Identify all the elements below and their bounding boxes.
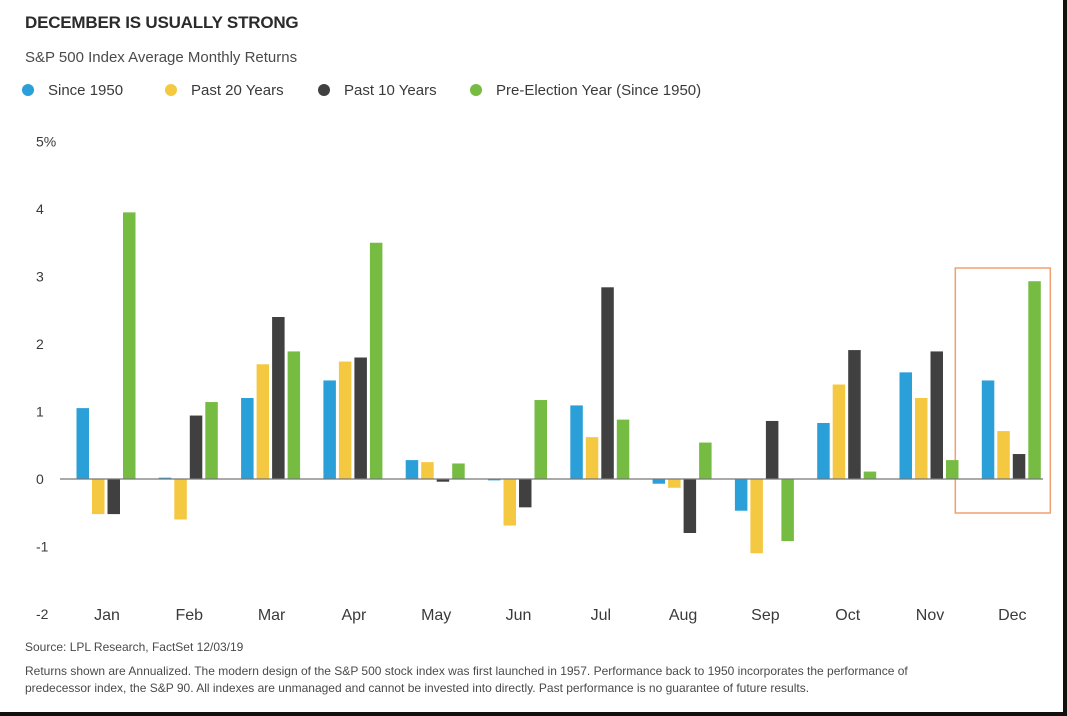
bar	[817, 422, 830, 479]
bar	[585, 437, 599, 479]
bar	[946, 460, 959, 479]
bar	[452, 463, 465, 479]
bar	[189, 415, 203, 479]
bar	[848, 350, 861, 479]
y-tick-label: -2	[36, 606, 49, 622]
x-tick-label: Feb	[176, 607, 204, 624]
bar	[369, 242, 383, 479]
bar	[750, 479, 763, 554]
legend-label: Pre-Election Year (Since 1950)	[496, 82, 702, 99]
bar	[534, 400, 547, 479]
bar	[997, 431, 1010, 479]
bar	[1012, 454, 1026, 479]
y-tick-label: 2	[36, 336, 44, 352]
chart-title: DECEMBER IS USUALLY STRONG	[25, 13, 299, 32]
legend-swatch	[22, 84, 34, 96]
x-tick-label: Mar	[258, 607, 286, 624]
legend-item: Since 1950	[22, 82, 123, 99]
chart-subtitle: S&P 500 Index Average Monthly Returns	[25, 49, 298, 66]
x-tick-label: Dec	[998, 607, 1026, 624]
bar	[1028, 281, 1041, 479]
bar	[601, 287, 614, 479]
bar	[503, 479, 516, 526]
bar	[488, 479, 501, 481]
bar	[832, 384, 846, 479]
x-tick-label: Nov	[916, 607, 944, 624]
legend-swatch	[165, 84, 177, 96]
december-highlight-box	[954, 267, 1052, 514]
x-tick-label: Aug	[669, 607, 697, 624]
legend-label: Since 1950	[48, 82, 124, 99]
bar	[107, 479, 120, 515]
bar	[699, 442, 712, 479]
bar	[123, 212, 136, 479]
legend-swatch	[470, 84, 482, 96]
legend-label: Past 20 Years	[191, 82, 284, 99]
bar	[323, 380, 336, 479]
legend-item: Past 20 Years	[165, 82, 284, 99]
bar	[405, 460, 419, 479]
y-tick-label: 0	[36, 471, 44, 487]
bar	[421, 462, 434, 479]
bar	[354, 357, 367, 479]
source-note: Source: LPL Research, FactSet 12/03/19	[25, 640, 244, 654]
bar	[668, 479, 681, 488]
bar	[616, 419, 630, 479]
y-tick-label: 5%	[36, 134, 56, 150]
bar	[256, 364, 270, 479]
y-tick-label: -1	[36, 539, 49, 555]
bar	[899, 372, 912, 479]
bar	[652, 479, 666, 484]
legend-label: Past 10 Years	[344, 82, 437, 99]
bar	[76, 408, 89, 479]
bar	[734, 479, 748, 511]
y-tick-label: 4	[36, 201, 44, 217]
bar	[241, 398, 254, 479]
bar	[92, 479, 105, 515]
bar	[174, 479, 187, 520]
bar	[930, 351, 943, 479]
bar	[519, 479, 532, 508]
bar	[863, 471, 877, 479]
bar	[205, 402, 218, 479]
bar	[436, 479, 450, 482]
bar	[338, 361, 352, 479]
x-tick-label: Oct	[835, 607, 860, 624]
y-tick-label: 3	[36, 269, 44, 285]
bar	[915, 398, 928, 479]
disclaimer-note: Returns shown are Annualized. The modern…	[25, 664, 908, 695]
x-tick-label: Jan	[94, 607, 120, 624]
bar	[272, 317, 285, 479]
x-tick-label: Sep	[751, 607, 780, 624]
bar	[765, 420, 779, 479]
bar	[981, 380, 995, 479]
bar-chart: -2 -1 0 1 2 3 4 5% Jan Feb Mar Apr May Jun Jul Aug Sep Oc…	[36, 134, 1052, 624]
legend-item: Past 10 Years	[318, 82, 437, 99]
x-tick-label: Jun	[506, 607, 532, 624]
x-tick-label: May	[421, 607, 451, 624]
bar	[158, 477, 172, 479]
bar	[683, 479, 697, 533]
y-tick-label: 1	[36, 404, 44, 420]
bar	[781, 479, 794, 542]
x-tick-label: Jul	[591, 607, 611, 624]
legend-item: Pre-Election Year (Since 1950)	[470, 82, 701, 99]
legend-swatch	[318, 84, 330, 96]
x-tick-label: Apr	[341, 607, 367, 624]
bar	[287, 351, 301, 479]
bar	[570, 405, 583, 479]
